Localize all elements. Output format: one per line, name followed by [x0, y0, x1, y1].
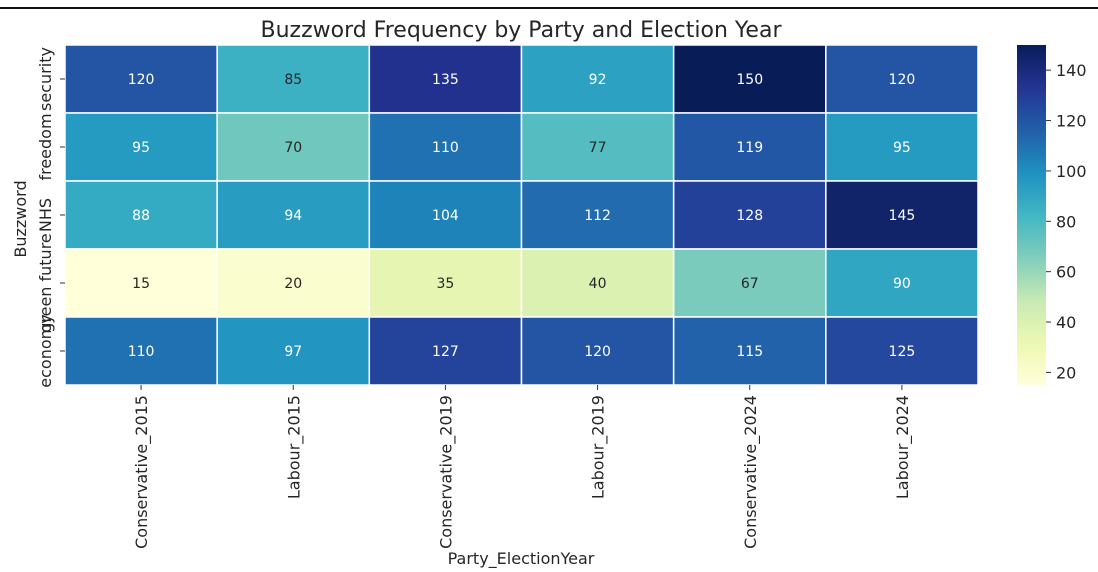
cell-value-label: 85	[284, 72, 302, 88]
cell-value-label: 90	[893, 276, 911, 292]
x-axis-label: Party_ElectionYear	[448, 549, 595, 569]
cell-value-label: 70	[284, 140, 302, 156]
colorbar-tick-label: 20	[1056, 363, 1076, 382]
y-tick-label: economy	[36, 314, 55, 387]
cell-value-label: 95	[132, 140, 150, 156]
x-tick-label: Labour_2024	[893, 395, 913, 499]
heatmap-cell	[672, 180, 827, 250]
heatmap-cell	[64, 316, 218, 386]
colorbar-tick-label: 40	[1056, 313, 1076, 332]
cell-value-label: 150	[736, 72, 763, 88]
heatmap-cell	[216, 316, 371, 386]
cell-value-label: 115	[736, 344, 763, 360]
cell-value-label: 40	[589, 276, 607, 292]
heatmap-cell	[368, 112, 523, 182]
cell-value-label: 110	[128, 344, 155, 360]
heatmap-cell	[216, 112, 371, 182]
cell-value-label: 20	[284, 276, 302, 292]
cell-value-label: 35	[437, 276, 455, 292]
heatmap-cell	[672, 112, 827, 182]
cell-value-label: 125	[889, 344, 916, 360]
colorbar-tick-label: 80	[1056, 212, 1076, 231]
colorbar-ticks: 20 40 60 80 100 120 140	[1046, 61, 1087, 382]
y-tick-label: green future	[36, 233, 55, 333]
colorbar-tick-label: 100	[1056, 162, 1087, 181]
x-tick-label: Conservative_2015	[132, 395, 152, 549]
cell-value-label: 128	[736, 208, 763, 224]
cell-value-label: 104	[432, 208, 459, 224]
heatmap-cell	[825, 248, 979, 318]
heatmap-cells: 120 85 135 92 150 120 95 70 110 77 119 95 88 94 104 112…	[64, 44, 979, 386]
y-axis-label: Buzzword	[11, 180, 30, 257]
cell-value-label: 120	[584, 344, 611, 360]
y-tick-label: security	[36, 47, 55, 111]
cell-value-label: 15	[132, 276, 150, 292]
heatmap-cell	[216, 44, 371, 114]
cell-value-label: 67	[741, 276, 759, 292]
heatmap-cell	[368, 316, 523, 386]
heatmap-cell	[368, 180, 523, 250]
y-tick-label: NHS	[36, 198, 55, 232]
cell-value-label: 127	[432, 344, 459, 360]
heatmap-cell	[520, 180, 675, 250]
colorbar-tick-label: 60	[1056, 263, 1076, 282]
cell-value-label: 92	[589, 72, 607, 88]
heatmap-cell	[825, 316, 979, 386]
x-tick-label: Labour_2015	[284, 395, 304, 499]
x-tick-labels: Conservative_2015 Labour_2015 Conservative…	[132, 385, 913, 549]
cell-value-label: 120	[889, 72, 916, 88]
colorbar-tick-label: 120	[1056, 112, 1087, 131]
heatmap-cell	[520, 316, 675, 386]
colorbar-tick-label: 140	[1056, 61, 1087, 80]
chart-title: Buzzword Frequency by Party and Election…	[260, 18, 782, 43]
cell-value-label: 94	[284, 208, 302, 224]
heatmap-cell	[64, 180, 218, 250]
cell-value-label: 112	[584, 208, 611, 224]
x-tick-label: Conservative_2024	[741, 395, 761, 549]
heatmap-cell	[368, 248, 523, 318]
cell-value-label: 77	[589, 140, 607, 156]
heatmap-cell	[216, 248, 371, 318]
cell-value-label: 110	[432, 140, 459, 156]
cell-value-label: 119	[736, 140, 763, 156]
colorbar	[1017, 45, 1046, 385]
cell-value-label: 97	[284, 344, 302, 360]
x-tick-label: Labour_2019	[589, 395, 609, 499]
cell-value-label: 145	[889, 208, 916, 224]
cell-value-label: 120	[128, 72, 155, 88]
x-tick-label: Conservative_2019	[436, 395, 456, 549]
y-tick-label: freedom	[36, 113, 55, 180]
top-border-line	[0, 7, 1098, 9]
heatmap-cell	[672, 316, 827, 386]
heatmap-cell	[520, 112, 675, 182]
heatmap-cell	[64, 248, 218, 318]
cell-value-label: 135	[432, 72, 459, 88]
cell-value-label: 95	[893, 140, 911, 156]
heatmap-cell	[672, 248, 827, 318]
heatmap-cell	[825, 180, 979, 250]
heatmap-cell	[825, 112, 979, 182]
cell-value-label: 88	[132, 208, 150, 224]
